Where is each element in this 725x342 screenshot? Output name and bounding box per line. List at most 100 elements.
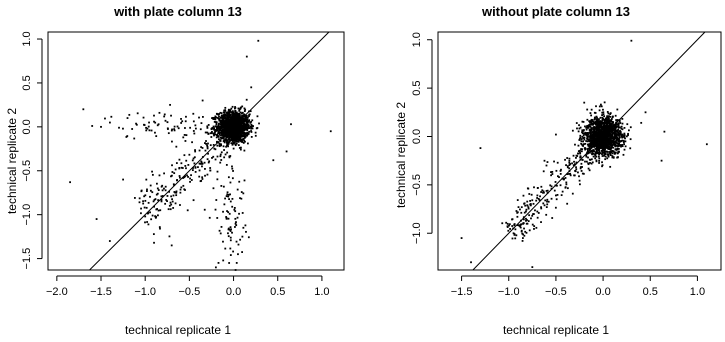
data-point <box>136 112 139 115</box>
data-point <box>180 122 183 124</box>
data-point <box>619 131 622 134</box>
data-point <box>244 224 247 227</box>
data-point <box>516 215 519 218</box>
data-point <box>601 119 604 122</box>
data-point <box>596 147 598 150</box>
data-point <box>233 208 236 211</box>
data-point <box>581 135 584 138</box>
data-point <box>588 128 591 131</box>
data-point <box>614 151 617 154</box>
data-point <box>240 127 243 129</box>
data-point <box>601 130 604 133</box>
data-point <box>597 155 600 158</box>
data-point <box>604 155 607 158</box>
data-point <box>211 130 213 133</box>
data-point <box>216 170 219 173</box>
data-point <box>233 120 236 123</box>
data-point <box>520 211 523 214</box>
data-point <box>227 108 230 111</box>
data-point <box>594 121 596 124</box>
data-point <box>592 130 595 133</box>
data-points <box>69 39 332 271</box>
data-point <box>220 185 223 187</box>
data-point <box>603 132 606 135</box>
data-point <box>239 111 242 114</box>
data-point <box>109 121 111 124</box>
data-point <box>549 184 552 187</box>
data-point <box>627 134 629 137</box>
data-point <box>592 152 595 155</box>
data-point <box>608 141 610 143</box>
data-point <box>223 141 226 144</box>
data-point <box>235 121 237 124</box>
plot-frame <box>47 31 345 271</box>
data-point <box>225 216 228 218</box>
data-point <box>224 106 227 109</box>
data-point <box>126 135 129 137</box>
data-point <box>184 175 186 178</box>
data-point <box>233 116 236 119</box>
data-point <box>153 199 156 201</box>
data-point <box>218 113 220 115</box>
data-point <box>248 119 251 122</box>
data-point <box>605 137 608 140</box>
data-point <box>192 199 195 202</box>
data-point <box>611 132 614 135</box>
data-point <box>230 118 233 121</box>
data-point <box>607 120 610 123</box>
data-point <box>596 123 599 126</box>
data-point <box>234 135 237 138</box>
data-point <box>575 156 577 159</box>
data-point <box>203 208 206 211</box>
data-point <box>227 176 230 179</box>
data-point <box>230 123 233 126</box>
data-point <box>178 158 181 161</box>
data-point <box>610 123 613 126</box>
data-point <box>603 154 606 157</box>
data-point <box>604 127 607 129</box>
data-point <box>600 130 603 133</box>
data-point <box>200 179 203 182</box>
data-point <box>619 133 622 135</box>
data-point <box>599 123 602 126</box>
data-point <box>528 229 531 232</box>
data-point <box>610 119 612 122</box>
data-point <box>605 141 608 144</box>
data-point <box>590 146 593 149</box>
data-point <box>586 108 589 111</box>
data-point <box>565 181 568 184</box>
data-point <box>618 119 621 122</box>
data-point <box>617 143 620 146</box>
data-point <box>223 126 226 129</box>
data-point <box>612 150 615 153</box>
data-point <box>577 152 579 155</box>
data-point <box>588 158 591 161</box>
data-point <box>535 199 538 202</box>
data-point <box>239 107 242 110</box>
data-point <box>589 112 592 114</box>
data-point <box>219 111 222 114</box>
data-point <box>241 105 244 108</box>
data-point <box>242 119 245 122</box>
data-point <box>158 174 161 177</box>
data-point <box>240 131 243 134</box>
data-point <box>584 131 587 134</box>
data-point <box>530 193 533 196</box>
data-point <box>173 125 176 128</box>
data-point <box>560 168 562 171</box>
data-point <box>595 159 598 162</box>
data-point <box>186 209 189 212</box>
data-point <box>629 147 632 150</box>
data-point <box>516 211 519 214</box>
data-point <box>178 176 181 179</box>
data-point <box>224 123 227 126</box>
data-point <box>595 121 598 124</box>
data-point <box>578 138 581 140</box>
data-point <box>242 123 245 126</box>
y-axis-label: technical replicate 2 <box>5 108 19 214</box>
data-point <box>561 190 564 193</box>
data-point <box>225 195 228 198</box>
data-point <box>207 161 210 164</box>
data-point <box>601 140 604 143</box>
